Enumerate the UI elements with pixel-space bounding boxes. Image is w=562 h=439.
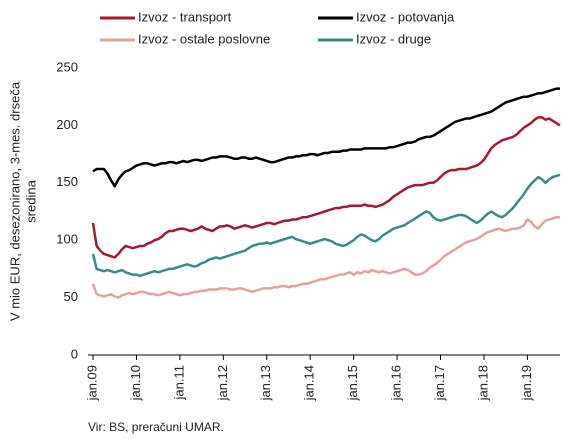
x-tick-label: jan.16	[389, 365, 404, 401]
legend-label: Izvoz - druge	[356, 31, 431, 46]
series-line	[91, 215, 560, 299]
x-tick-label: jan.14	[302, 365, 317, 401]
y-tick-label: 250	[56, 59, 78, 74]
y-tick-label: 0	[71, 346, 78, 361]
y-tick-label: 100	[56, 232, 78, 247]
x-tick-label: jan.13	[258, 365, 273, 401]
series-line	[91, 116, 561, 259]
x-tick-label: jan.18	[475, 365, 490, 401]
series-line	[92, 87, 560, 188]
x-tick-label: jan.11	[171, 365, 186, 400]
series-line	[91, 173, 561, 278]
y-tick-label: 150	[56, 174, 78, 189]
y-tick-label: 200	[56, 117, 78, 132]
y-axis-label: V mio EUR, desezonirano, 3-mes. drseča	[7, 81, 22, 321]
source-note: Vir: BS, preračuni UMAR.	[88, 420, 224, 434]
y-axis-label: sredina	[23, 179, 38, 222]
legend-label: Izvoz - ostale poslovne	[138, 31, 270, 46]
x-tick-label: jan.10	[128, 365, 143, 401]
x-tick-label: jan.12	[215, 365, 230, 401]
x-tick-label: jan.15	[345, 365, 360, 401]
x-tick-label: jan.17	[432, 365, 447, 401]
legend-label: Izvoz - potovanja	[356, 9, 455, 24]
x-tick-label: jan.19	[519, 365, 534, 401]
x-tick-label: jan.09	[84, 365, 99, 401]
legend-label: Izvoz - transport	[138, 9, 232, 24]
y-tick-label: 50	[64, 289, 78, 304]
